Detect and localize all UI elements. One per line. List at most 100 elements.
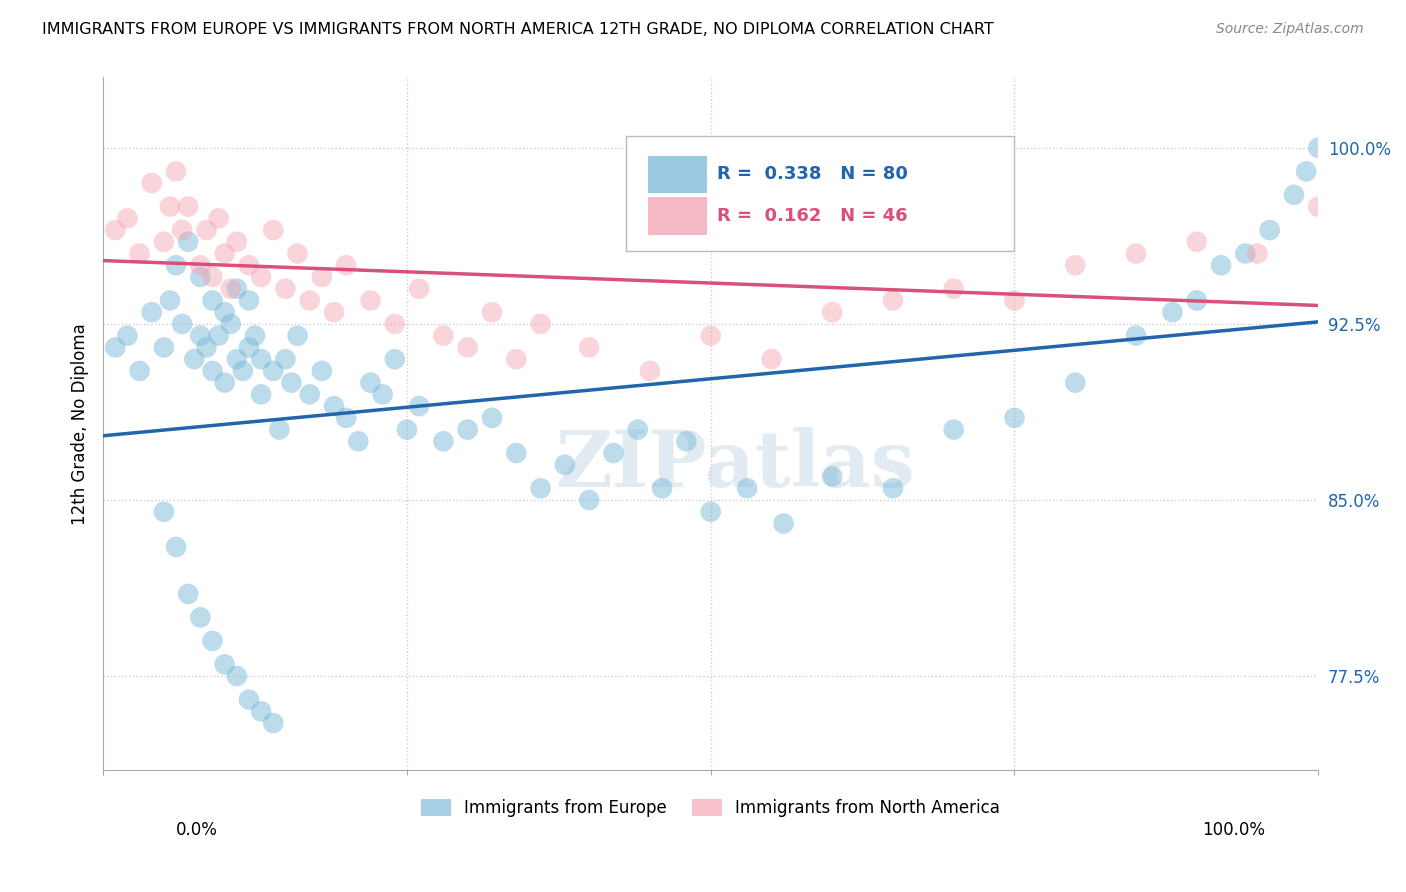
Point — [104, 340, 127, 354]
Point — [735, 481, 758, 495]
Point — [335, 410, 357, 425]
Point — [347, 434, 370, 449]
Point — [602, 446, 624, 460]
Point — [578, 340, 600, 354]
Text: 100.0%: 100.0% — [1202, 821, 1265, 838]
Point — [1064, 258, 1087, 272]
Point — [1004, 293, 1026, 308]
Point — [128, 364, 150, 378]
Point — [225, 235, 247, 249]
Point — [578, 493, 600, 508]
Point — [153, 235, 176, 249]
Point — [172, 223, 194, 237]
Point — [323, 305, 346, 319]
Point — [384, 352, 406, 367]
Point — [141, 305, 163, 319]
Point — [219, 317, 242, 331]
Point — [159, 293, 181, 308]
Point — [287, 246, 309, 260]
Point — [882, 481, 904, 495]
Y-axis label: 12th Grade, No Diploma: 12th Grade, No Diploma — [72, 323, 89, 524]
Point — [772, 516, 794, 531]
Point — [232, 364, 254, 378]
Text: ZIPatlas: ZIPatlas — [555, 427, 915, 503]
Point — [432, 328, 454, 343]
Point — [177, 200, 200, 214]
Point — [214, 305, 236, 319]
Point — [311, 364, 333, 378]
Point — [1258, 223, 1281, 237]
Point — [104, 223, 127, 237]
Point — [243, 328, 266, 343]
Point — [128, 246, 150, 260]
Point — [201, 633, 224, 648]
FancyBboxPatch shape — [648, 197, 707, 235]
Point — [1161, 305, 1184, 319]
Point — [250, 387, 273, 401]
FancyBboxPatch shape — [626, 136, 1015, 251]
Point — [165, 258, 187, 272]
Point — [1209, 258, 1232, 272]
Point — [177, 235, 200, 249]
Point — [207, 211, 229, 226]
Point — [207, 328, 229, 343]
Point — [1295, 164, 1317, 178]
Point — [298, 387, 321, 401]
Point — [1185, 293, 1208, 308]
Point — [262, 716, 284, 731]
Point — [225, 352, 247, 367]
Point — [117, 211, 139, 226]
Point — [821, 469, 844, 483]
Point — [942, 423, 965, 437]
Point — [408, 399, 430, 413]
Point — [214, 376, 236, 390]
Point — [1125, 328, 1147, 343]
Point — [219, 282, 242, 296]
Point — [250, 704, 273, 718]
Point — [141, 176, 163, 190]
Point — [165, 164, 187, 178]
Point — [298, 293, 321, 308]
Point — [1125, 246, 1147, 260]
Point — [188, 328, 211, 343]
Point — [554, 458, 576, 472]
Text: Source: ZipAtlas.com: Source: ZipAtlas.com — [1216, 22, 1364, 37]
Point — [821, 305, 844, 319]
Point — [225, 282, 247, 296]
Point — [408, 282, 430, 296]
Point — [699, 328, 721, 343]
Point — [188, 610, 211, 624]
Point — [250, 270, 273, 285]
Point — [651, 481, 673, 495]
Point — [238, 293, 260, 308]
Point — [238, 340, 260, 354]
Point — [323, 399, 346, 413]
Point — [280, 376, 302, 390]
Point — [269, 423, 291, 437]
Point — [627, 423, 650, 437]
Point — [371, 387, 394, 401]
Point — [201, 364, 224, 378]
Point — [529, 317, 551, 331]
Point — [188, 270, 211, 285]
Point — [699, 505, 721, 519]
Point — [1308, 200, 1330, 214]
Point — [165, 540, 187, 554]
Point — [1234, 246, 1257, 260]
Point — [942, 282, 965, 296]
Point — [1308, 141, 1330, 155]
Point — [153, 505, 176, 519]
Point — [262, 364, 284, 378]
Point — [214, 657, 236, 672]
Point — [238, 692, 260, 706]
Point — [761, 352, 783, 367]
Point — [1282, 187, 1305, 202]
Point — [225, 669, 247, 683]
Point — [1246, 246, 1268, 260]
Point — [1004, 410, 1026, 425]
Point — [675, 434, 697, 449]
Point — [882, 293, 904, 308]
Point — [1064, 376, 1087, 390]
Point — [238, 258, 260, 272]
Point — [311, 270, 333, 285]
